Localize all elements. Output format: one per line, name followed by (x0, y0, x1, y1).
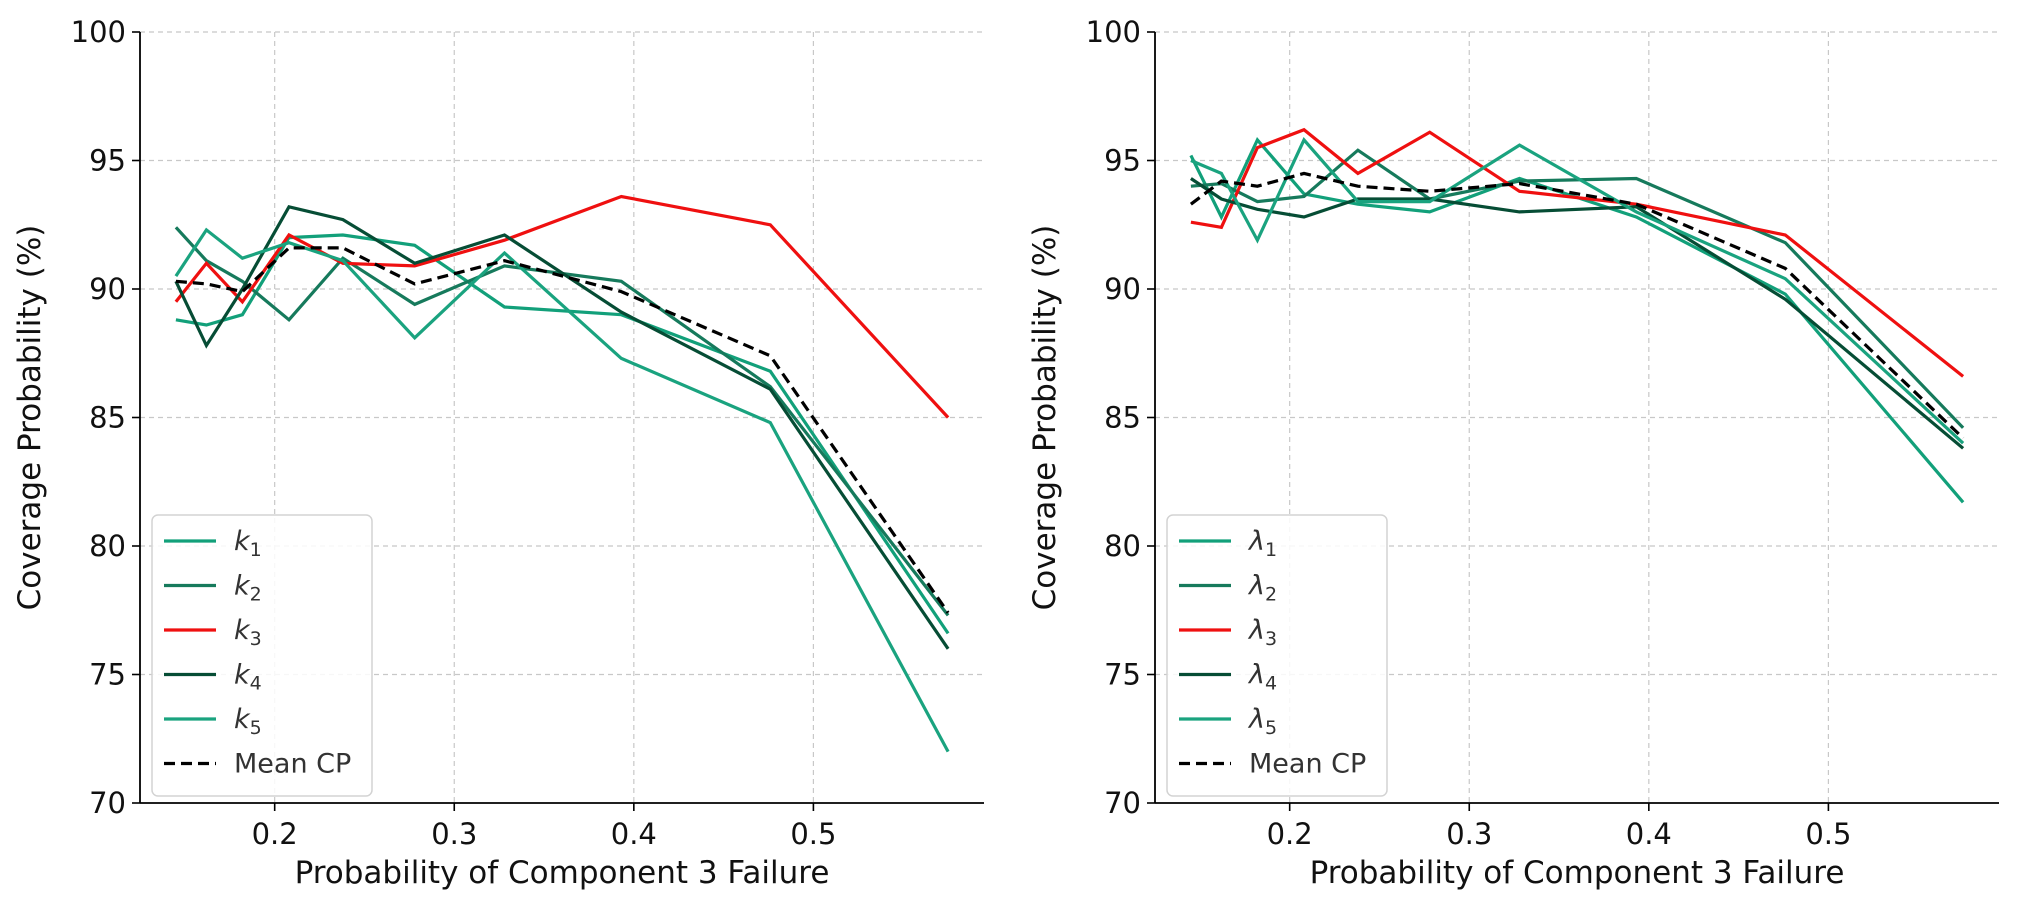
chart-left-ytick-label-5: 95 (89, 144, 126, 178)
chart-right-legend-label-1: λ1 (1247, 526, 1277, 561)
chart-right-series-line-3 (1190, 127, 1965, 378)
chart-left-legend-label-4: k4 (234, 660, 262, 695)
chart-right-ytick-label-4: 90 (1104, 272, 1141, 306)
chart-left-ylabel: Coverage Probability (%) (12, 225, 48, 611)
chart-left-series-line-2 (174, 226, 950, 617)
chart-right-xtick-label-3: 0.5 (1805, 817, 1851, 851)
chart-panel-left: 70 75 80 85 90 95 100 0.2 0.3 0.4 0.5 Probability o… (12, 15, 984, 891)
chart-left-xtick-label-1: 0.3 (431, 817, 477, 851)
chart-right-series-group (1189, 127, 1965, 504)
chart-right-ytick-label-5: 95 (1104, 144, 1141, 178)
chart-left-series-line-6 (175, 246, 950, 614)
chart-left-legend: k1 k2 k3 k4 k5 Mean CP (151, 514, 373, 797)
chart-right-ylabel: Coverage Probability (%) (1027, 225, 1063, 611)
chart-right-legend-label-3: λ3 (1247, 615, 1277, 650)
chart-right-series-line-2 (1190, 148, 1965, 429)
chart-left-legend-label-5: k5 (234, 704, 262, 739)
chart-right-xtick-label-1: 0.3 (1446, 817, 1492, 851)
chart-right-ytick-label-2: 80 (1104, 529, 1141, 563)
chart-left-xtick-label-3: 0.5 (790, 817, 836, 851)
chart-left-legend-label-1: k1 (234, 526, 262, 561)
chart-right-series-line-6 (1189, 171, 1965, 440)
chart-left-ytick-label-3: 85 (89, 401, 126, 435)
chart-right-ytick-label-6: 100 (1086, 15, 1141, 49)
chart-left-xtick-label-0: 0.2 (252, 817, 298, 851)
chart-left-ytick-label-1: 75 (89, 658, 126, 692)
chart-right-xtick-label-2: 0.4 (1626, 817, 1672, 851)
chart-right-xlabel: Probability of Component 3 Failure (1310, 855, 1845, 891)
chart-left-series-group (174, 194, 950, 753)
chart-right-series-line-5 (1190, 136, 1965, 445)
chart-left-series-line-4 (174, 204, 950, 650)
chart-right-xtick-label-0: 0.2 (1267, 817, 1313, 851)
chart-left-ytick-label-6: 100 (71, 15, 126, 49)
chart-right-ytick-label-0: 70 (1104, 786, 1141, 820)
chart-right-ytick-label-1: 75 (1104, 658, 1141, 692)
chart-left-legend-label-2: k2 (234, 571, 262, 606)
chart-left-legend-label-6: Mean CP (234, 749, 351, 780)
chart-right-legend: λ1 λ2 λ3 λ4 λ5 Mean CP (1166, 514, 1388, 797)
chart-left-legend-label-3: k3 (234, 615, 262, 650)
chart-right-series-line-1 (1189, 136, 1965, 504)
chart-panel-right: 70 75 80 85 90 95 100 0.2 0.3 0.4 0.5 Probability o… (1027, 15, 1999, 891)
chart-right-ytick-label-3: 85 (1104, 401, 1141, 435)
chart-right-legend-label-6: Mean CP (1249, 749, 1366, 780)
chart-left-ytick-label-4: 90 (89, 272, 126, 306)
chart-right-series-line-4 (1190, 177, 1965, 450)
chart-right-legend-label-4: λ4 (1247, 660, 1277, 695)
chart-left-ytick-label-2: 80 (89, 529, 126, 563)
chart-left-xlabel: Probability of Component 3 Failure (295, 855, 830, 891)
chart-left-xtick-label-2: 0.4 (611, 817, 657, 851)
chart-left-ytick-label-0: 70 (89, 786, 126, 820)
chart-left-series-line-5 (174, 227, 950, 753)
chart-right-legend-label-2: λ2 (1247, 571, 1277, 606)
chart-right-legend-label-5: λ5 (1247, 704, 1277, 739)
